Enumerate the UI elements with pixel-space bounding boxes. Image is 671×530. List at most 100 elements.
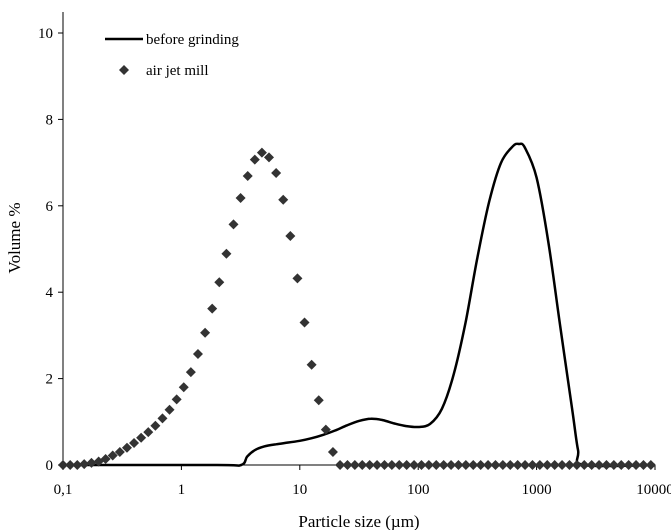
series-point-air-jet-mill: [306, 359, 317, 370]
series-point-air-jet-mill: [107, 450, 118, 461]
series-point-air-jet-mill: [121, 442, 132, 453]
series-point-air-jet-mill: [616, 460, 627, 470]
series-point-air-jet-mill: [438, 460, 449, 470]
series-point-air-jet-mill: [453, 460, 464, 470]
series-point-air-jet-mill: [446, 460, 457, 470]
x-tick-label: 1000: [522, 482, 552, 498]
series-point-air-jet-mill: [327, 447, 338, 458]
series-point-air-jet-mill: [242, 170, 253, 181]
series-point-air-jet-mill: [200, 327, 211, 338]
x-ticks: 0,1 1 10 100 1000 10000: [54, 465, 671, 498]
series-point-air-jet-mill: [520, 460, 531, 470]
series-line-before-grinding: [63, 142, 656, 468]
series-point-air-jet-mill: [313, 395, 324, 406]
series-point-air-jet-mill: [185, 367, 196, 378]
series-point-air-jet-mill: [214, 277, 225, 288]
series-point-air-jet-mill: [623, 460, 634, 470]
x-tick-label: 10: [292, 482, 307, 498]
series-point-air-jet-mill: [256, 147, 267, 158]
series-point-air-jet-mill: [192, 348, 203, 359]
x-tick-label: 10000: [636, 482, 671, 498]
series-point-air-jet-mill: [475, 460, 486, 470]
series-point-air-jet-mill: [601, 460, 612, 470]
legend-label-before-grinding: before grinding: [146, 32, 239, 48]
series-point-air-jet-mill: [631, 460, 642, 470]
y-tick-label: 0: [46, 458, 54, 474]
y-tick-label: 6: [46, 199, 54, 215]
series-point-air-jet-mill: [357, 460, 368, 470]
series-point-air-jet-mill: [468, 460, 479, 470]
series-point-air-jet-mill: [401, 460, 412, 470]
y-ticks: 0 2 4 6 8 10: [38, 26, 63, 474]
series-point-air-jet-mill: [431, 460, 442, 470]
series-point-air-jet-mill: [416, 460, 427, 470]
legend-label-air-jet-mill: air jet mill: [146, 63, 208, 79]
series-point-air-jet-mill: [58, 460, 68, 470]
series-point-air-jet-mill: [178, 382, 189, 393]
series-point-air-jet-mill: [594, 460, 605, 470]
series-point-air-jet-mill: [136, 432, 147, 443]
series-point-air-jet-mill: [72, 460, 83, 470]
series-point-air-jet-mill: [579, 460, 590, 470]
series-point-air-jet-mill: [100, 453, 111, 464]
series-point-air-jet-mill: [394, 460, 405, 470]
series-point-air-jet-mill: [490, 460, 501, 470]
series-point-air-jet-mill: [497, 460, 508, 470]
series-point-air-jet-mill: [342, 460, 353, 470]
plot-frame: [62, 12, 655, 466]
series-point-air-jet-mill: [460, 460, 471, 470]
legend: before grinding air jet mill: [105, 32, 239, 79]
series-point-air-jet-mill: [483, 460, 494, 470]
series-point-air-jet-mill: [285, 231, 296, 242]
series-point-air-jet-mill: [228, 219, 239, 230]
series-point-air-jet-mill: [164, 404, 175, 415]
series-point-air-jet-mill: [372, 460, 383, 470]
series-point-air-jet-mill: [299, 317, 310, 328]
series-point-air-jet-mill: [143, 427, 154, 438]
series-point-air-jet-mill: [278, 194, 289, 205]
series-point-air-jet-mill: [645, 460, 656, 470]
series-point-air-jet-mill: [364, 460, 375, 470]
y-tick-label: 8: [46, 112, 54, 128]
series-point-air-jet-mill: [549, 460, 560, 470]
y-tick-label: 2: [46, 372, 54, 388]
series-point-air-jet-mill: [534, 460, 545, 470]
series-point-air-jet-mill: [150, 420, 161, 431]
series-point-air-jet-mill: [207, 303, 218, 314]
series-point-air-jet-mill: [157, 413, 168, 424]
y-axis-label: Volume %: [5, 203, 24, 274]
series-point-air-jet-mill: [129, 437, 140, 448]
series-point-air-jet-mill: [221, 248, 232, 259]
series-point-air-jet-mill: [320, 424, 331, 435]
series-point-air-jet-mill: [271, 167, 282, 178]
x-tick-label: 100: [407, 482, 430, 498]
series-point-air-jet-mill: [292, 273, 303, 284]
series-point-air-jet-mill: [608, 460, 619, 470]
series-point-air-jet-mill: [264, 152, 275, 163]
y-tick-label: 4: [46, 285, 54, 301]
series-point-air-jet-mill: [65, 460, 76, 470]
x-tick-label: 1: [178, 482, 186, 498]
series-point-air-jet-mill: [542, 460, 553, 470]
x-axis-label: Particle size (µm): [298, 512, 419, 530]
series-point-air-jet-mill: [423, 460, 434, 470]
series-point-air-jet-mill: [586, 460, 597, 470]
series-point-air-jet-mill: [571, 460, 582, 470]
x-tick-label: 0,1: [54, 482, 73, 498]
series-point-air-jet-mill: [79, 459, 90, 470]
series-point-air-jet-mill: [114, 447, 125, 458]
series-point-air-jet-mill: [638, 460, 649, 470]
series-point-air-jet-mill: [171, 394, 182, 405]
series-point-air-jet-mill: [249, 154, 260, 165]
y-tick-label: 10: [38, 26, 53, 42]
series-point-air-jet-mill: [235, 193, 246, 204]
series-point-air-jet-mill: [564, 460, 575, 470]
series-layer: [58, 142, 656, 470]
series-point-air-jet-mill: [505, 460, 516, 470]
series-point-air-jet-mill: [335, 460, 346, 470]
series-point-air-jet-mill: [527, 460, 538, 470]
series-point-air-jet-mill: [557, 460, 568, 470]
legend-swatch-air-jet-mill: [119, 65, 129, 75]
series-point-air-jet-mill: [349, 460, 360, 470]
series-point-air-jet-mill: [86, 457, 97, 468]
